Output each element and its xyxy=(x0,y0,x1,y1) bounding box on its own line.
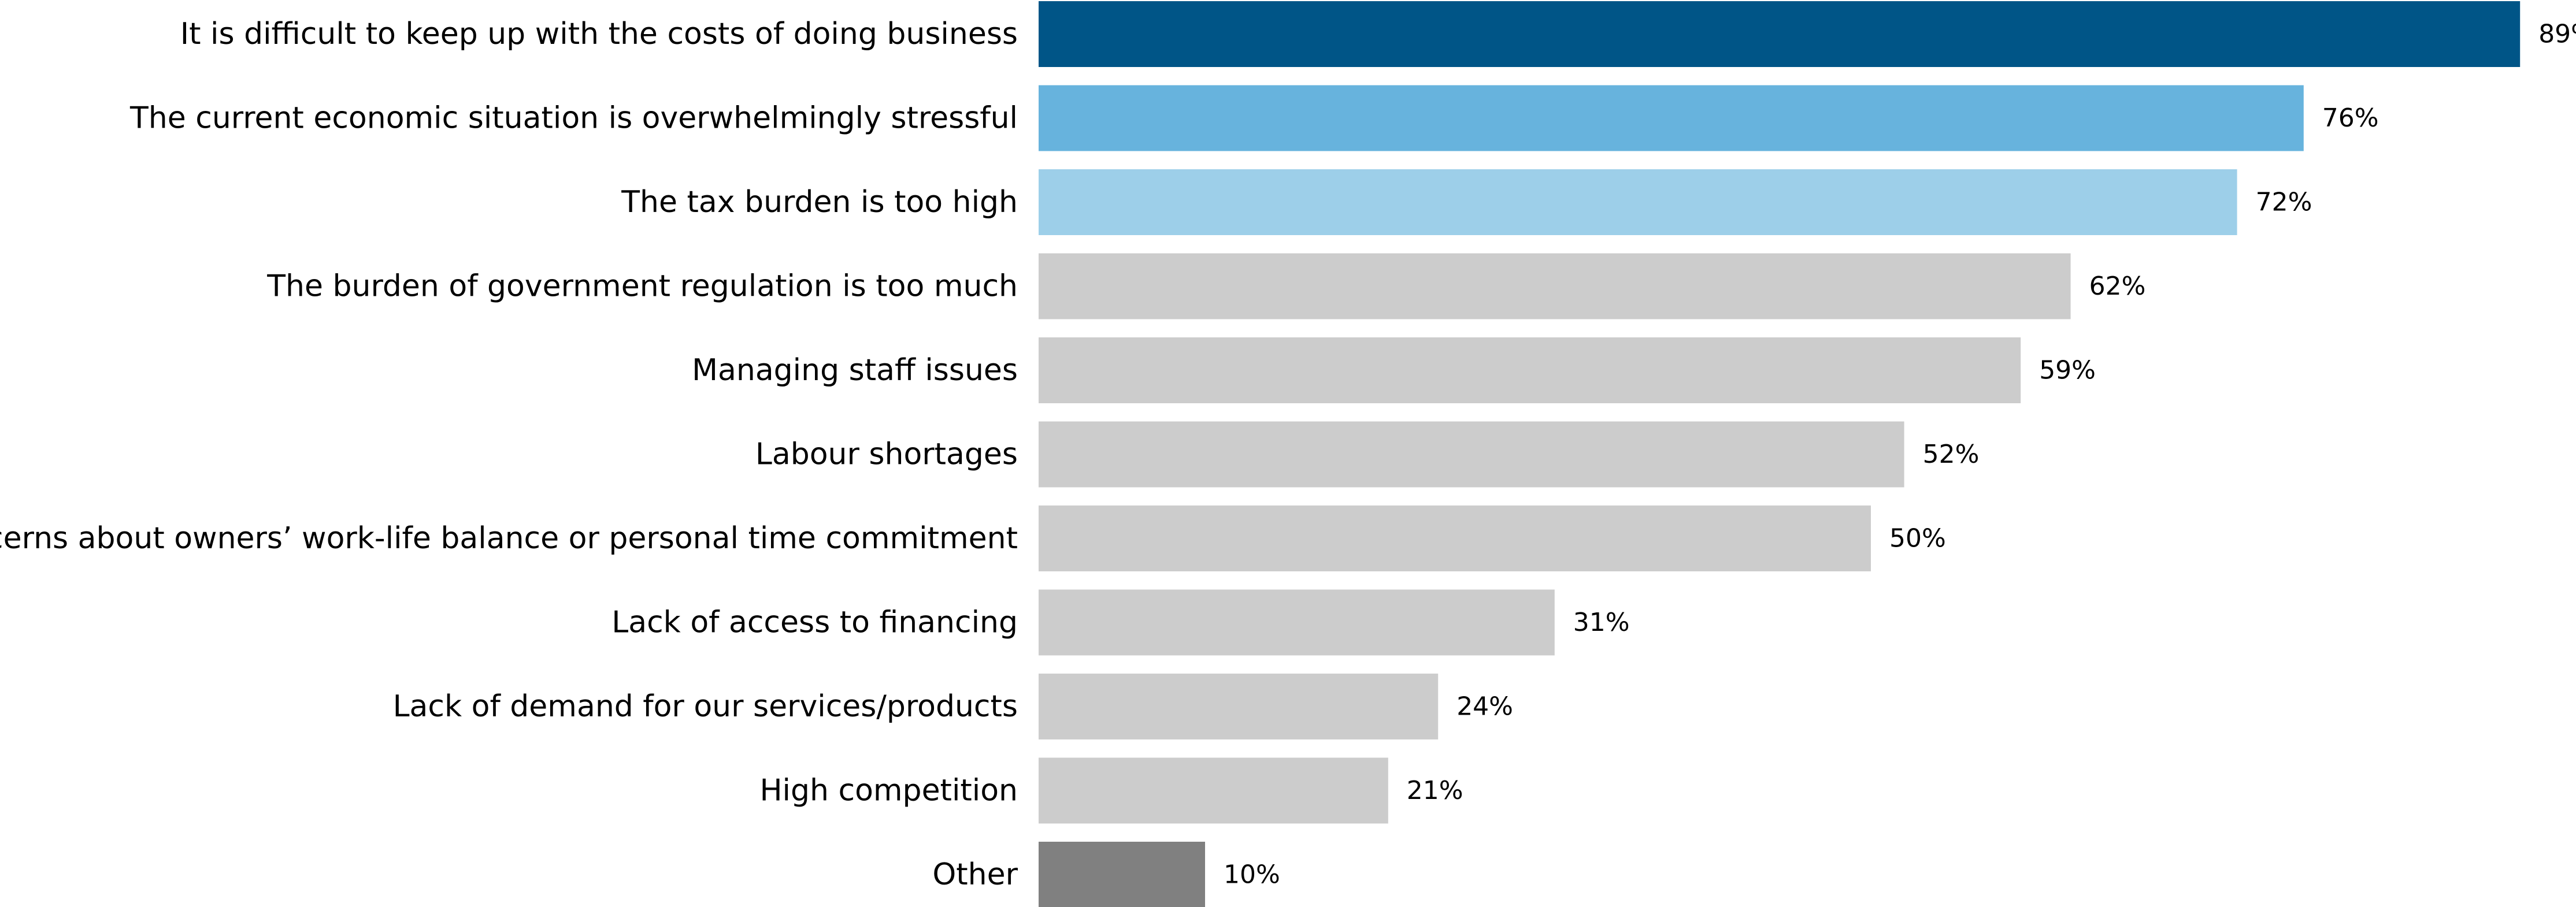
bar xyxy=(1039,842,1205,907)
value-label: 24% xyxy=(1456,692,1513,722)
category-label: Managing staff issues xyxy=(692,353,1018,388)
value-label: 62% xyxy=(2089,272,2146,301)
bar xyxy=(1039,421,1904,488)
category-label: Labour shortages xyxy=(755,437,1018,472)
value-label: 72% xyxy=(2256,188,2312,217)
category-label: Concerns about owners’ work-life balance… xyxy=(0,521,1018,556)
bar xyxy=(1039,674,1439,739)
value-labels: 89% 76% 72% 62% 59% 52% 50% 31% 24% 21% 10% xyxy=(1224,20,2576,890)
value-label: 52% xyxy=(1923,440,1980,469)
category-label: The tax burden is too high xyxy=(621,185,1018,220)
category-label: High competition xyxy=(759,774,1018,808)
bar xyxy=(1039,757,1388,824)
bar xyxy=(1039,589,1555,656)
category-label: The burden of government regulation is t… xyxy=(266,269,1018,304)
value-label: 21% xyxy=(1407,776,1463,805)
category-labels: It is difficult to keep up with the cost… xyxy=(0,17,1018,892)
bar xyxy=(1039,169,2237,235)
category-label: It is difficult to keep up with the cost… xyxy=(180,17,1018,51)
category-label: The current economic situation is overwh… xyxy=(129,101,1018,136)
category-label: Lack of demand for our services/products xyxy=(393,689,1018,724)
bars xyxy=(1039,1,2521,907)
bar xyxy=(1039,253,2071,319)
value-label: 89% xyxy=(2538,20,2576,49)
value-label: 31% xyxy=(1573,608,1630,637)
bar xyxy=(1039,337,2021,403)
bar xyxy=(1039,505,1871,571)
category-label: Lack of access to financing xyxy=(611,605,1018,640)
value-label: 59% xyxy=(2039,356,2096,385)
bar xyxy=(1039,1,2521,67)
value-label: 50% xyxy=(1889,524,1946,553)
value-label: 10% xyxy=(1224,860,1280,890)
category-label: Other xyxy=(932,857,1018,892)
value-label: 76% xyxy=(2322,103,2379,133)
bar xyxy=(1039,85,2304,151)
